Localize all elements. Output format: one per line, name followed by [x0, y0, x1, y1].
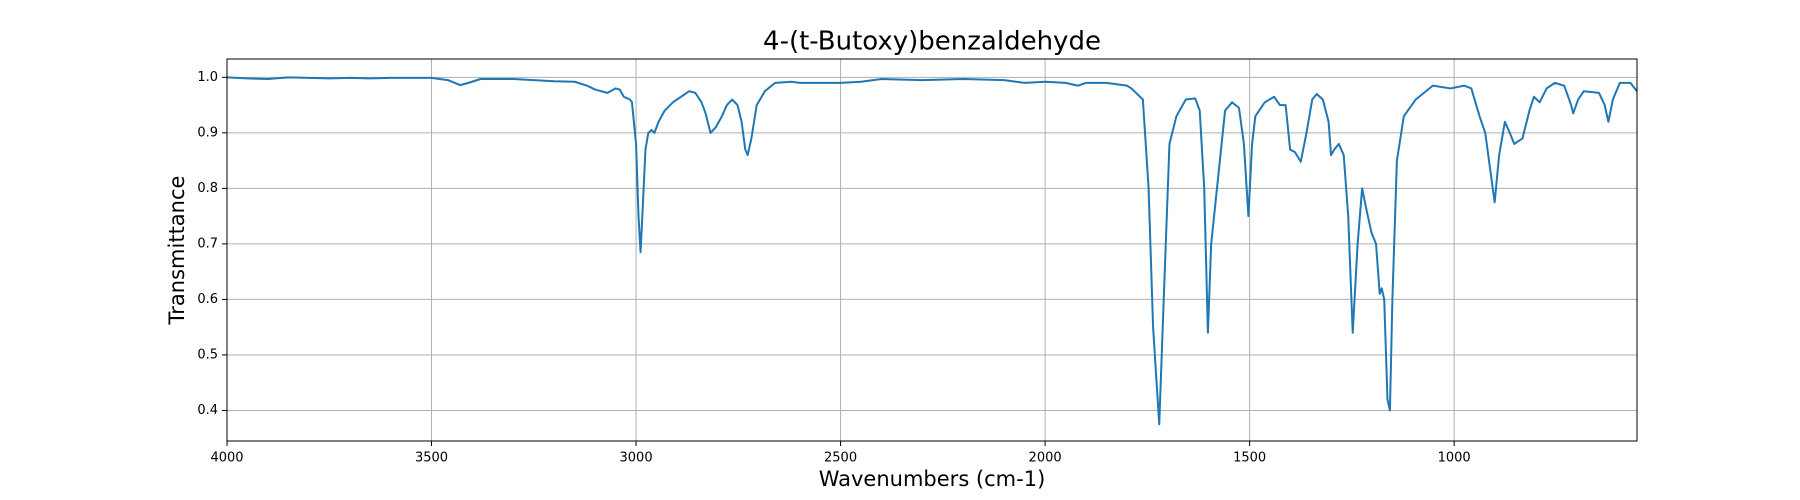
y-tick-label: 0.8 — [197, 181, 218, 196]
x-axis-label: Wavenumbers (cm-1) — [819, 467, 1046, 491]
chart-title: 4-(t-Butoxy)benzaldehyde — [763, 27, 1101, 57]
y-axis-label: Transmittance — [165, 176, 189, 326]
x-tick-label: 2000 — [1029, 451, 1062, 466]
x-tick-label: 1500 — [1233, 451, 1266, 466]
x-tick-label: 4000 — [210, 451, 243, 466]
y-tick-label: 0.4 — [197, 403, 218, 418]
y-tick-label: 0.7 — [197, 236, 218, 251]
y-tick-label: 0.5 — [197, 347, 218, 362]
y-tick-label: 0.6 — [197, 292, 218, 307]
spectrum-line — [227, 76, 1637, 426]
plot-frame — [226, 58, 1638, 442]
x-tick-label: 3500 — [415, 451, 448, 466]
x-tick-label: 2500 — [824, 451, 857, 466]
x-tick-label: 3000 — [620, 451, 653, 466]
y-tick-label: 0.9 — [197, 125, 218, 140]
y-tick-label: 1.0 — [197, 70, 218, 85]
x-tick-label: 1000 — [1438, 451, 1471, 466]
